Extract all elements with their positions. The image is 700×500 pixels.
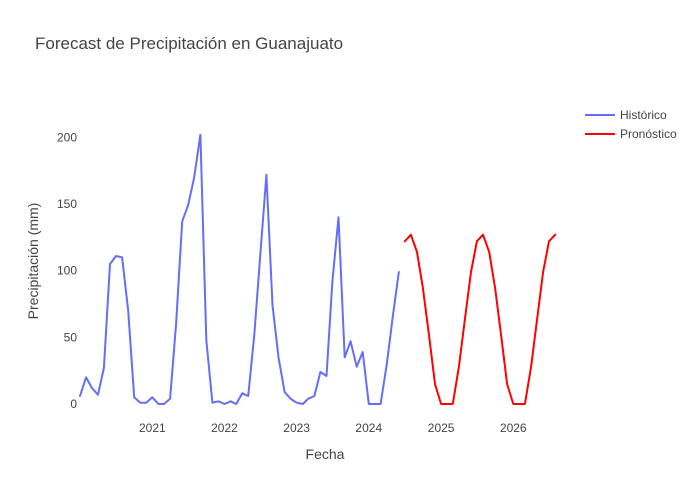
y-tick-label: 200 — [57, 130, 77, 144]
legend-item-historico[interactable]: Histórico — [585, 108, 667, 122]
x-tick-label: 2022 — [211, 421, 238, 435]
plot-area — [79, 133, 557, 405]
y-axis-ticks: 0 50 100 150 200 — [57, 130, 77, 411]
legend[interactable]: Histórico Pronóstico — [585, 108, 677, 141]
legend-label: Histórico — [620, 108, 667, 122]
x-tick-label: 2025 — [428, 421, 455, 435]
chart-title: Forecast de Precipitación en Guanajuato — [35, 34, 344, 53]
series-line-pronostico[interactable] — [403, 233, 557, 405]
x-tick-label: 2023 — [283, 421, 310, 435]
y-tick-label: 50 — [64, 330, 78, 344]
series-line-historico[interactable] — [79, 133, 400, 405]
x-tick-label: 2026 — [500, 421, 527, 435]
x-axis-title: Fecha — [306, 446, 345, 462]
legend-item-pronostico[interactable]: Pronóstico — [585, 127, 677, 141]
legend-label: Pronóstico — [620, 127, 677, 141]
y-tick-label: 100 — [57, 264, 77, 278]
y-axis-title: Precipitación (mm) — [25, 203, 41, 320]
y-tick-label: 0 — [70, 397, 77, 411]
x-axis-ticks: 2021 2022 2023 2024 2025 2026 — [139, 421, 527, 435]
y-tick-label: 150 — [57, 197, 77, 211]
x-tick-label: 2021 — [139, 421, 166, 435]
x-tick-label: 2024 — [355, 421, 382, 435]
